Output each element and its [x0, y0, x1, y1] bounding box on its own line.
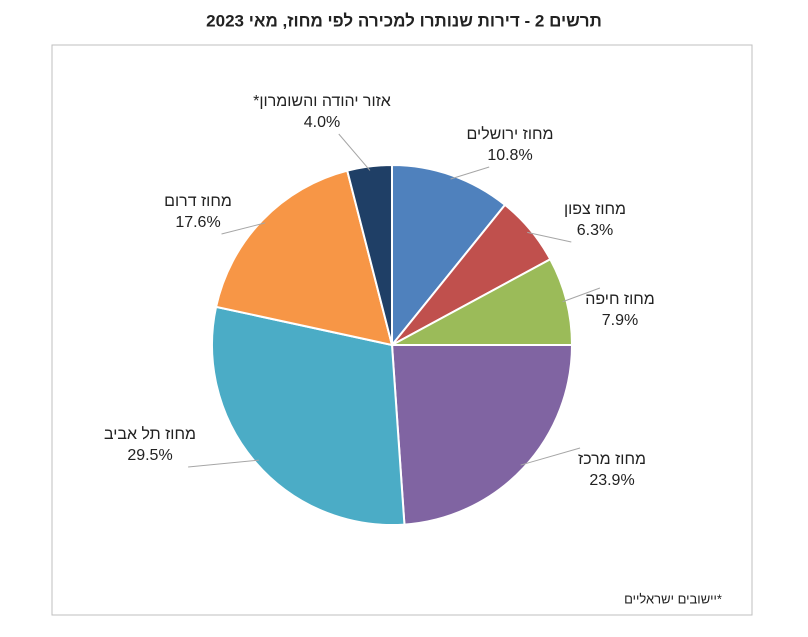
pie-slice	[346, 163, 393, 346]
value-label: 4.0%	[304, 114, 340, 131]
leader-line	[527, 231, 572, 243]
value-label: 23.9%	[589, 472, 634, 489]
chart-title: תרשים 2 - דירות שנותרו למכירה לפי מחוז, …	[206, 11, 602, 30]
leader-line	[562, 287, 601, 303]
leader-line	[188, 459, 259, 468]
value-label: 29.5%	[127, 447, 172, 464]
value-label: 10.8%	[487, 147, 532, 164]
value-label: 17.6%	[175, 214, 220, 231]
slice-label: מחוז תל אביב	[104, 425, 196, 443]
footnote: *יישובים ישראליים	[624, 591, 722, 606]
pie-slice	[391, 163, 507, 348]
leader-line	[450, 166, 490, 180]
slice-label: מחוז צפון	[564, 201, 626, 218]
value-label: 7.9%	[602, 312, 638, 329]
pie-slice	[214, 169, 394, 347]
slice-label: מחוז דרום	[164, 193, 232, 210]
slice-label: אזור יהודה והשומרון*	[253, 93, 391, 110]
leader-line	[221, 222, 266, 235]
leader-line	[520, 447, 581, 466]
slice-label: מחוז מרכז	[578, 451, 646, 468]
pie-slice	[390, 344, 574, 526]
leader-line	[338, 133, 371, 171]
value-label: 6.3%	[577, 222, 613, 239]
slice-label: מחוז ירושלים	[467, 125, 554, 143]
slice-label: מחוז חיפה	[585, 291, 655, 308]
pie-slice	[211, 305, 406, 526]
